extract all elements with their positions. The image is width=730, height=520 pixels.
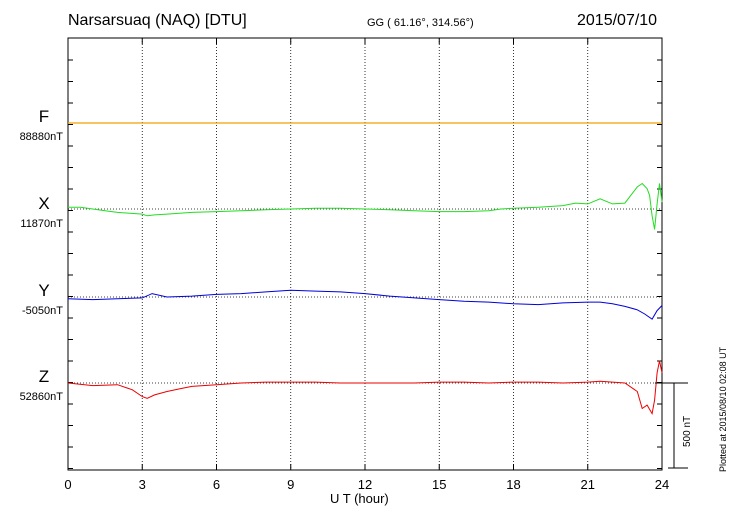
component-y-label: Y (38, 281, 50, 300)
series-x-line (68, 182, 663, 230)
component-f-label: F (38, 107, 50, 126)
scale-bar (655, 382, 688, 469)
x-tick-label: 3 (139, 477, 146, 492)
baseline-f-label: 88880nT (19, 131, 63, 143)
x-tick-label: 24 (655, 477, 669, 492)
baseline-z-label: 52860nT (19, 391, 63, 403)
series-z-line (67, 360, 663, 416)
station-title: Narsarsuaq (NAQ) [DTU] (68, 12, 247, 29)
x-tick-label: 0 (64, 477, 71, 492)
grid-lines (68, 38, 662, 470)
x-tick-label: 21 (581, 477, 595, 492)
x-tick-label: 9 (287, 477, 294, 492)
x-tick-label: 18 (506, 477, 520, 492)
x-axis-label: U T (hour) (330, 491, 389, 506)
series-y-line (67, 289, 663, 320)
coordinates-label: GG ( 61.16°, 314.56°) (367, 17, 474, 29)
baseline-x-label: 11870nT (20, 218, 63, 230)
x-tick-label: 12 (358, 477, 372, 492)
date-label: 2015/07/10 (577, 12, 658, 29)
plotted-timestamp: Plotted at 2015/08/10 02:08 UT (718, 346, 728, 472)
x-tick-label: 15 (432, 477, 446, 492)
baseline-y-label: -5050nT (22, 305, 63, 317)
x-ticks: 0 3 6 9 12 15 18 21 24 (64, 38, 669, 492)
component-x-label: X (38, 194, 50, 213)
scale-bar-label: 500 nT (682, 415, 693, 447)
x-tick-label: 6 (213, 477, 220, 492)
component-z-label: Z (38, 367, 50, 386)
series-lines (67, 122, 663, 416)
